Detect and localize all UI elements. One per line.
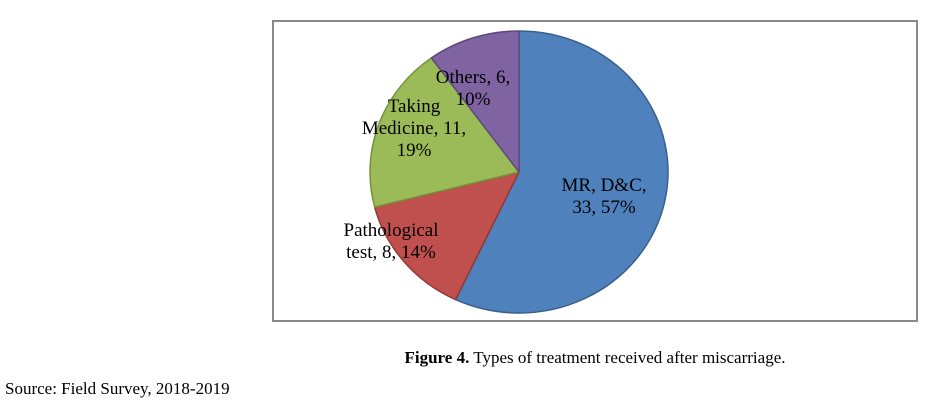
source-note: Source: Field Survey, 2018-2019 [5,379,230,398]
chart-frame: MR, D&C, 33, 57% Pathological test, 8, 1… [272,20,918,322]
pie-slice-mr-d-c [454,30,669,314]
pie-chart [369,30,669,314]
figure-caption: Figure 4. Types of treatment received af… [272,348,918,368]
pie-slice-taking-medicine [369,57,520,208]
pie-slice-pathological-test [373,171,520,301]
pie-slice-others [430,30,520,173]
figure-caption-label: Figure 4. [404,348,470,367]
figure-caption-text: Types of treatment received after miscar… [469,348,786,367]
